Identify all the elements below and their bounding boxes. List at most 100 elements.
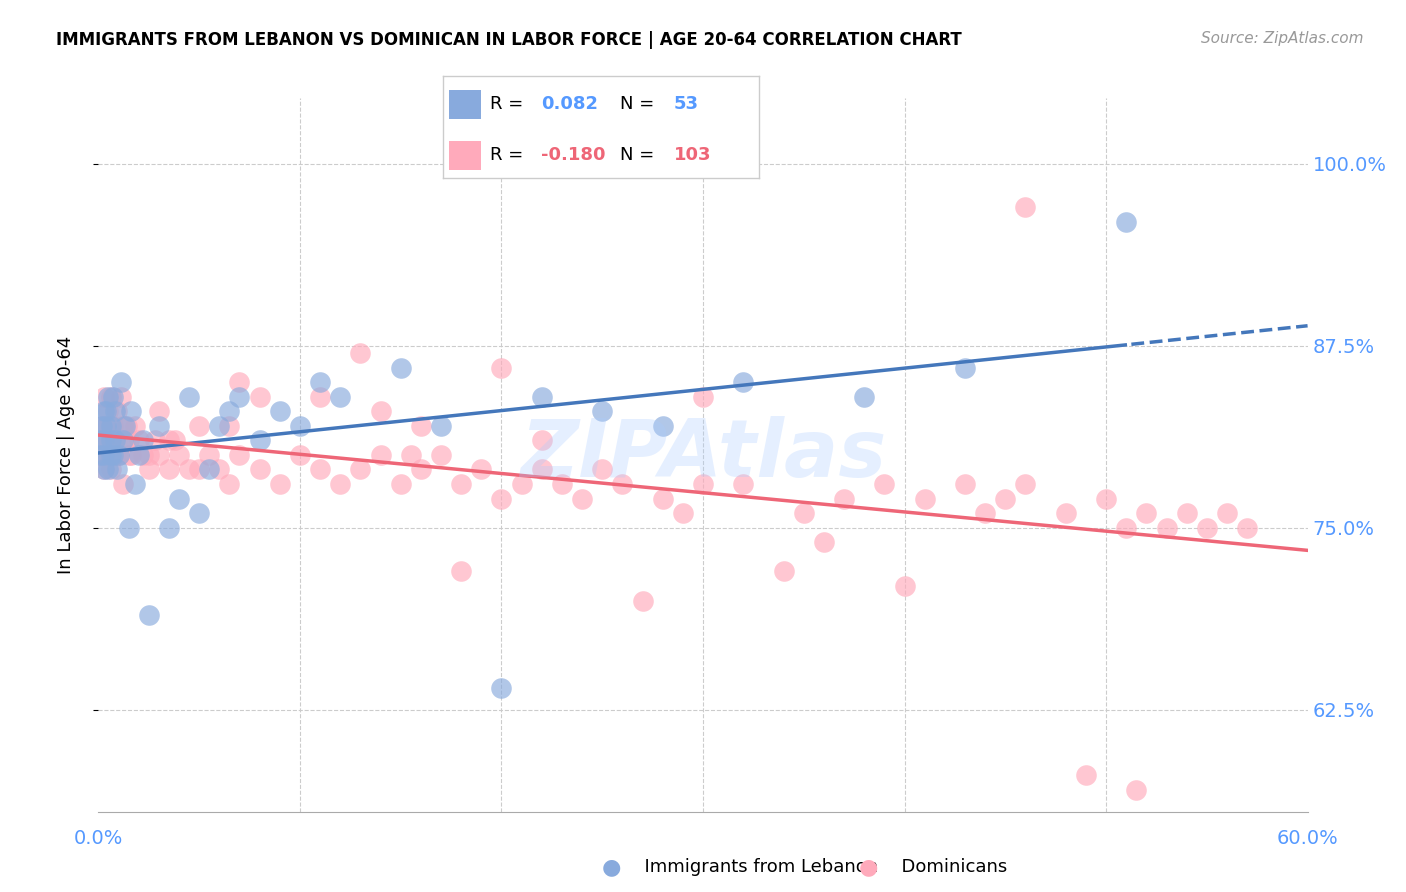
Point <box>96 404 118 418</box>
Point <box>651 491 673 506</box>
Point <box>249 462 271 476</box>
Bar <box>450 90 481 119</box>
Point <box>103 448 125 462</box>
Text: 0.0%: 0.0% <box>73 830 124 848</box>
Point <box>103 434 125 448</box>
Point <box>228 390 250 404</box>
Point <box>772 565 794 579</box>
Point <box>93 448 115 462</box>
Point <box>551 477 574 491</box>
Point <box>813 535 835 549</box>
Point <box>132 434 155 448</box>
Point <box>591 462 613 476</box>
Point <box>1195 521 1218 535</box>
Point <box>157 521 180 535</box>
Point <box>1074 768 1097 782</box>
Point <box>1236 521 1258 535</box>
Point <box>1125 783 1147 797</box>
Point <box>530 462 553 476</box>
Text: 60.0%: 60.0% <box>1277 830 1339 848</box>
Point <box>124 418 146 433</box>
Point <box>100 418 122 433</box>
Point <box>1175 506 1198 520</box>
Point <box>138 608 160 623</box>
Point <box>96 448 118 462</box>
Point <box>157 434 180 448</box>
Point <box>309 390 332 404</box>
Point <box>409 462 432 476</box>
Point <box>612 477 634 491</box>
Point <box>110 390 132 404</box>
Point <box>631 593 654 607</box>
Point <box>163 434 186 448</box>
Point <box>97 434 120 448</box>
Text: -0.180: -0.180 <box>541 145 606 164</box>
Point <box>97 404 120 418</box>
Point <box>672 506 695 520</box>
Point <box>91 418 114 433</box>
Point <box>793 506 815 520</box>
Point <box>974 506 997 520</box>
Point <box>953 360 976 375</box>
Point <box>143 434 166 448</box>
Point <box>101 418 124 433</box>
Point <box>107 448 129 462</box>
Point <box>148 448 170 462</box>
Point <box>370 448 392 462</box>
Point <box>399 448 422 462</box>
Point <box>389 477 412 491</box>
Bar <box>450 142 481 170</box>
Point <box>167 448 190 462</box>
Point <box>188 462 211 476</box>
Point <box>97 390 120 404</box>
Point <box>96 418 118 433</box>
Point <box>218 418 240 433</box>
Point <box>591 404 613 418</box>
Point <box>430 448 453 462</box>
Point <box>733 477 755 491</box>
Point <box>692 390 714 404</box>
Point <box>370 404 392 418</box>
Point <box>93 404 115 418</box>
Point <box>101 448 124 462</box>
Point <box>167 491 190 506</box>
Text: Dominicans: Dominicans <box>890 858 1007 876</box>
Point <box>89 448 111 462</box>
Point <box>329 477 352 491</box>
Point <box>91 418 114 433</box>
Point <box>470 462 492 476</box>
Point <box>249 390 271 404</box>
Point <box>93 462 115 476</box>
Point <box>97 462 120 476</box>
Text: IMMIGRANTS FROM LEBANON VS DOMINICAN IN LABOR FORCE | AGE 20-64 CORRELATION CHAR: IMMIGRANTS FROM LEBANON VS DOMINICAN IN … <box>56 31 962 49</box>
Text: R =: R = <box>491 145 529 164</box>
Point <box>91 434 114 448</box>
Point <box>111 477 134 491</box>
Text: ●: ● <box>602 857 621 877</box>
Text: 103: 103 <box>673 145 711 164</box>
Point <box>1095 491 1118 506</box>
Text: 53: 53 <box>673 95 699 112</box>
Point <box>733 375 755 389</box>
Point <box>103 404 125 418</box>
Point <box>93 434 115 448</box>
Point <box>269 477 291 491</box>
Point <box>111 418 134 433</box>
Point <box>111 434 134 448</box>
Point <box>179 390 201 404</box>
Point <box>510 477 533 491</box>
Point <box>105 462 128 476</box>
Point <box>208 418 231 433</box>
Point <box>269 404 291 418</box>
Text: Source: ZipAtlas.com: Source: ZipAtlas.com <box>1201 31 1364 46</box>
Point <box>198 462 221 476</box>
Point <box>309 462 332 476</box>
Point <box>118 448 141 462</box>
Point <box>101 390 124 404</box>
Point <box>208 462 231 476</box>
Point <box>409 418 432 433</box>
Point <box>103 434 125 448</box>
Point <box>89 448 111 462</box>
Point <box>124 477 146 491</box>
Text: ZIPAtlas: ZIPAtlas <box>520 416 886 494</box>
